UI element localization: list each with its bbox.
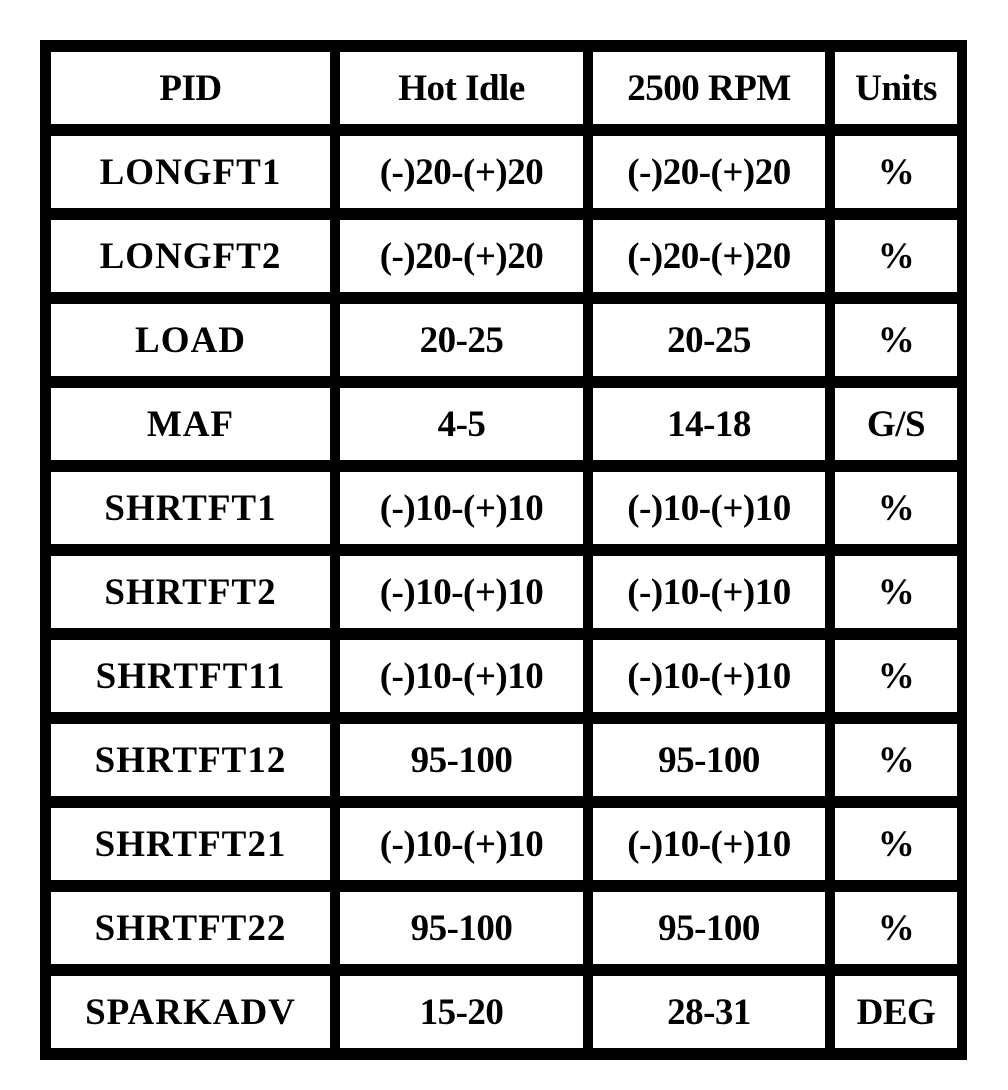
cell-hot-idle: 95-100 xyxy=(340,892,583,964)
cell-2500-rpm: (-)10-(+)10 xyxy=(593,640,825,712)
cell-pid: LOAD xyxy=(51,304,330,376)
cell-hot-idle: 95-100 xyxy=(340,724,583,796)
cell-hot-idle: (-)20-(+)20 xyxy=(340,136,583,208)
cell-pid: SHRTFT22 xyxy=(51,892,330,964)
cell-2500-rpm: 95-100 xyxy=(593,892,825,964)
cell-2500-rpm: (-)10-(+)10 xyxy=(593,808,825,880)
cell-hot-idle: 4-5 xyxy=(340,388,583,460)
cell-hot-idle: 20-25 xyxy=(340,304,583,376)
cell-units: % xyxy=(835,640,957,712)
cell-hot-idle: (-)10-(+)10 xyxy=(340,640,583,712)
cell-hot-idle: 15-20 xyxy=(340,976,583,1048)
cell-pid: SHRTFT21 xyxy=(51,808,330,880)
cell-units: % xyxy=(835,304,957,376)
cell-units: % xyxy=(835,556,957,628)
header-2500-rpm: 2500 RPM xyxy=(593,52,825,124)
cell-units: % xyxy=(835,472,957,544)
cell-hot-idle: (-)10-(+)10 xyxy=(340,472,583,544)
pid-spec-table: PID Hot Idle 2500 RPM Units LONGFT1 (-)20-(+)… xyxy=(40,40,967,1060)
header-hot-idle: Hot Idle xyxy=(340,52,583,124)
cell-2500-rpm: 20-25 xyxy=(593,304,825,376)
cell-2500-rpm: (-)20-(+)20 xyxy=(593,136,825,208)
cell-pid: SHRTFT1 xyxy=(51,472,330,544)
cell-pid: LONGFT1 xyxy=(51,136,330,208)
cell-units: DEG xyxy=(835,976,957,1048)
cell-hot-idle: (-)10-(+)10 xyxy=(340,808,583,880)
cell-2500-rpm: 28-31 xyxy=(593,976,825,1048)
cell-hot-idle: (-)10-(+)10 xyxy=(340,556,583,628)
cell-units: % xyxy=(835,220,957,292)
cell-2500-rpm: 95-100 xyxy=(593,724,825,796)
cell-units: % xyxy=(835,892,957,964)
header-pid: PID xyxy=(51,52,330,124)
cell-pid: SHRTFT11 xyxy=(51,640,330,712)
cell-units: % xyxy=(835,136,957,208)
cell-pid: MAF xyxy=(51,388,330,460)
cell-pid: SPARKADV xyxy=(51,976,330,1048)
cell-2500-rpm: (-)20-(+)20 xyxy=(593,220,825,292)
cell-2500-rpm: (-)10-(+)10 xyxy=(593,556,825,628)
cell-pid: SHRTFT2 xyxy=(51,556,330,628)
cell-pid: SHRTFT12 xyxy=(51,724,330,796)
cell-units: % xyxy=(835,724,957,796)
cell-2500-rpm: 14-18 xyxy=(593,388,825,460)
cell-pid: LONGFT2 xyxy=(51,220,330,292)
cell-hot-idle: (-)20-(+)20 xyxy=(340,220,583,292)
cell-units: % xyxy=(835,808,957,880)
cell-2500-rpm: (-)10-(+)10 xyxy=(593,472,825,544)
cell-units: G/S xyxy=(835,388,957,460)
header-units: Units xyxy=(835,52,957,124)
